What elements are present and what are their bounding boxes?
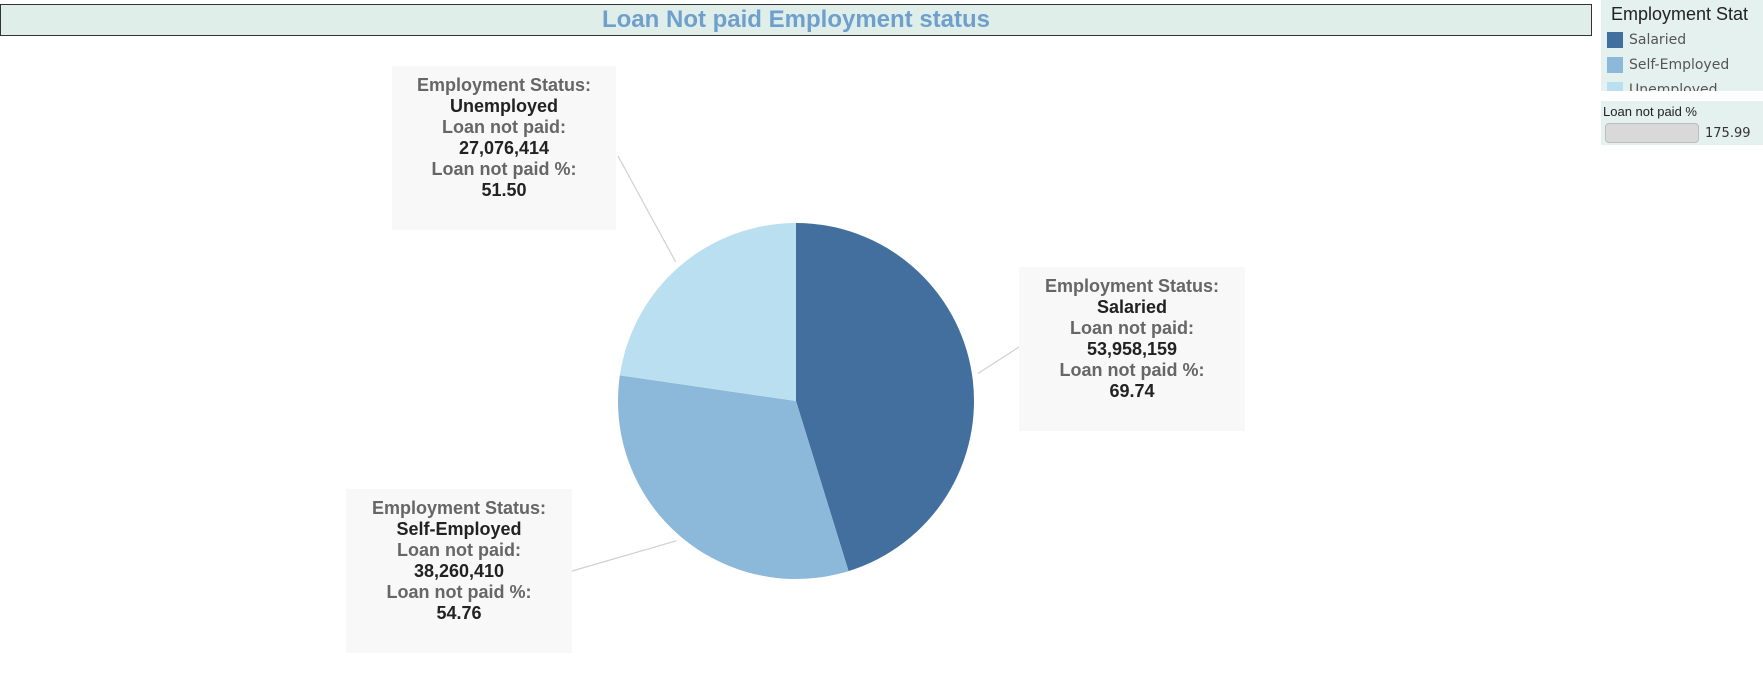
callout-pct-label: Loan not paid %: (1059, 360, 1205, 380)
pie-slice-unemployed[interactable] (619, 223, 796, 401)
legend-item-self-employed[interactable]: Self-Employed (1607, 56, 1729, 74)
pie-slice-salaried[interactable] (796, 223, 975, 572)
callout-not-paid-label: Loan not paid: (442, 117, 566, 137)
legend-swatch (1607, 82, 1623, 91)
color-legend: Employment Stat Salaried Self-Employed U… (1601, 0, 1763, 91)
legend-label: Self-Employed (1629, 57, 1730, 73)
callout-not-paid-label: Loan not paid: (1070, 318, 1194, 338)
legend-swatch (1607, 32, 1623, 48)
callout-not-paid-value: 27,076,414 (458, 138, 550, 158)
callout-status-value: Unemployed (449, 96, 559, 116)
size-legend-title: Loan not paid % (1603, 104, 1697, 119)
legend-title: Employment Stat (1611, 4, 1749, 24)
callout-not-paid-label: Loan not paid: (397, 540, 521, 560)
callout-status-value: Self-Employed (396, 519, 522, 539)
callout-unemployed: Employment Status: Unemployed Loan not p… (392, 66, 616, 230)
leader-line-unemployed (617, 155, 677, 263)
leader-line-self-employed (571, 540, 677, 572)
size-legend: Loan not paid % 175.99 (1601, 101, 1763, 145)
legend-item-unemployed[interactable]: Unemployed (1607, 81, 1718, 91)
callout-pct-value: 54.76 (436, 603, 482, 623)
callout-not-paid-value: 38,260,410 (413, 561, 505, 581)
callout-self-employed: Employment Status: Self-Employed Loan no… (346, 489, 572, 653)
callout-pct-value: 69.74 (1109, 381, 1155, 401)
pie-slice-self-employed[interactable] (617, 375, 849, 579)
callout-pct-value: 51.50 (481, 180, 527, 200)
size-legend-value: 175.99 (1705, 126, 1751, 141)
callout-pct-label: Loan not paid %: (386, 582, 532, 602)
legend-swatch (1607, 57, 1623, 73)
legend-label: Salaried (1629, 32, 1687, 48)
callout-status-value: Salaried (1096, 297, 1168, 317)
callout-salaried: Employment Status: Salaried Loan not pai… (1019, 267, 1245, 431)
callout-pct-label: Loan not paid %: (431, 159, 577, 179)
callout-status-label: Employment Status: (1044, 276, 1220, 296)
leader-line-salaried (977, 346, 1020, 375)
chart-title: Loan Not paid Employment status (601, 6, 991, 33)
size-legend-slider[interactable] (1605, 123, 1699, 143)
legend-label: Unemployed (1629, 82, 1718, 91)
callout-not-paid-value: 53,958,159 (1086, 339, 1178, 359)
callout-status-label: Employment Status: (416, 75, 592, 95)
chart-title-bar: Loan Not paid Employment status (0, 4, 1592, 36)
callout-status-label: Employment Status: (371, 498, 547, 518)
legend-item-salaried[interactable]: Salaried (1607, 31, 1686, 49)
